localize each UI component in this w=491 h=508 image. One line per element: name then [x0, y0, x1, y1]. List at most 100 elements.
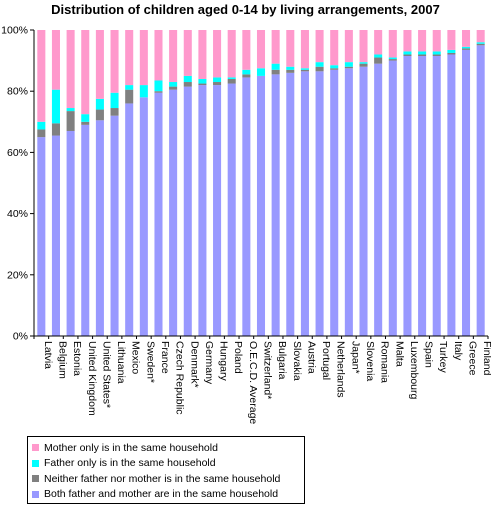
bar-segment-3-7 — [125, 85, 134, 90]
bar-segment-2-20 — [315, 66, 324, 72]
bar-segment-3-19 — [300, 68, 309, 70]
x-tick-label: Turkey — [437, 341, 449, 373]
bar-segment-3-5 — [95, 98, 104, 110]
bar-segment-2-26 — [403, 54, 412, 57]
x-tick-label: Mexico — [130, 341, 142, 374]
x-tick-label: Luxembourg — [408, 341, 420, 400]
bar-segment-4-14 — [227, 30, 236, 78]
bar-segment-3-30 — [462, 46, 471, 49]
x-tick-label: Germany — [203, 341, 215, 385]
bar-segment-1-2 — [51, 135, 60, 336]
bar-segment-4-4 — [81, 30, 90, 115]
bar-segment-4-12 — [198, 30, 207, 79]
bar-segment-3-4 — [81, 114, 90, 122]
bar-segment-3-12 — [198, 78, 207, 84]
bar-segment-3-8 — [139, 85, 148, 98]
bar-segment-2-11 — [183, 82, 192, 87]
legend-label: Neither father nor mother is in the same… — [44, 472, 281, 485]
bar-segment-2-3 — [66, 111, 75, 131]
bar-segment-4-31 — [476, 30, 485, 43]
bar-segment-3-26 — [403, 51, 412, 55]
bar-segment-4-3 — [66, 30, 75, 109]
bar-segment-1-21 — [330, 69, 339, 336]
bar-segment-1-29 — [447, 54, 456, 336]
legend: Mother only is in the same household Fath… — [27, 436, 305, 504]
bar-segment-4-1 — [37, 30, 46, 122]
bar-segment-4-16 — [256, 30, 266, 69]
bar-segment-4-29 — [447, 30, 456, 50]
bar-segment-2-23 — [359, 63, 368, 67]
bar-segment-2-12 — [198, 83, 207, 86]
bar-segment-1-27 — [418, 56, 427, 336]
bar-segment-4-18 — [286, 30, 295, 67]
bar-segment-3-10 — [169, 82, 178, 87]
bar-segment-1-6 — [110, 115, 119, 337]
x-tick-label: Finland — [481, 341, 491, 376]
bar-segment-2-7 — [125, 89, 134, 104]
bar-segment-3-1 — [37, 121, 46, 130]
bar-segment-3-13 — [213, 77, 222, 83]
bar-segment-1-10 — [169, 89, 178, 336]
bar-segment-2-9 — [154, 91, 163, 93]
legend-swatch — [32, 459, 39, 467]
x-tick-label: Slovenia — [364, 341, 376, 381]
bar-segment-4-6 — [110, 30, 119, 93]
bar-segment-4-28 — [432, 30, 441, 52]
x-tick-label: Greece — [467, 341, 479, 376]
bar-segment-3-15 — [242, 69, 251, 75]
bar-segment-1-30 — [462, 49, 471, 336]
x-tick-label: Hungary — [218, 341, 230, 381]
bar-segment-3-22 — [344, 62, 353, 67]
bar-segment-2-5 — [95, 109, 104, 121]
legend-swatch — [32, 444, 39, 452]
bar-segment-3-29 — [447, 49, 456, 53]
bar-segment-4-26 — [403, 30, 412, 52]
bar-segment-1-24 — [374, 63, 383, 336]
bar-segment-1-1 — [37, 137, 46, 336]
x-tick-label: United Kingdom — [86, 341, 98, 416]
bar-segment-2-22 — [344, 66, 353, 69]
x-tick-label: Netherlands — [335, 341, 347, 398]
bar-segment-2-28 — [432, 54, 441, 57]
bars-layer — [37, 30, 485, 337]
bar-segment-2-4 — [81, 121, 90, 125]
bar-segment-4-5 — [95, 30, 104, 99]
bar-segment-3-6 — [110, 92, 119, 109]
bar-segment-1-18 — [286, 72, 295, 336]
bar-segment-3-17 — [271, 63, 280, 70]
legend-swatch — [32, 475, 39, 483]
bar-segment-2-14 — [227, 78, 236, 84]
bar-segment-2-15 — [242, 74, 251, 78]
x-tick-labels: Latvia Belgium Estonia United Kingdom United… — [42, 341, 491, 424]
legend-label: Both father and mother are in the same h… — [44, 488, 279, 501]
chart-title: Distribution of children aged 0-14 by li… — [51, 2, 440, 17]
bar-segment-4-10 — [169, 30, 178, 83]
bar-segment-4-8 — [139, 30, 148, 86]
bar-segment-1-8 — [139, 97, 148, 336]
bar-segment-3-3 — [66, 108, 75, 112]
bar-segment-1-23 — [359, 66, 368, 336]
bar-segment-1-12 — [198, 85, 207, 336]
bar-segment-3-21 — [330, 65, 339, 69]
bar-segment-4-2 — [51, 30, 60, 90]
x-tick-label: O.E.C.D. Average — [247, 341, 259, 424]
legend-swatch — [32, 490, 39, 498]
bar-segment-2-17 — [271, 69, 280, 75]
x-tick-label: Malta — [393, 341, 405, 367]
bar-segment-2-24 — [374, 57, 383, 64]
bar-segment-4-19 — [300, 30, 309, 69]
bar-segment-4-27 — [418, 30, 427, 52]
bar-segment-2-10 — [169, 86, 178, 90]
bar-segment-1-14 — [227, 83, 236, 336]
legend-item: Both father and mother are in the same h… — [32, 487, 300, 503]
bar-segment-2-25 — [388, 59, 397, 61]
bar-segment-2-31 — [476, 43, 485, 46]
x-tick-label: Switzerland* — [262, 341, 274, 399]
bar-segment-1-17 — [271, 74, 280, 337]
bar-segment-4-17 — [271, 30, 280, 64]
bar-segment-2-2 — [51, 123, 60, 136]
bar-segment-4-13 — [213, 30, 222, 78]
bar-segment-4-11 — [183, 30, 192, 76]
bar-segment-4-22 — [344, 30, 353, 63]
bar-segment-4-24 — [374, 30, 383, 55]
